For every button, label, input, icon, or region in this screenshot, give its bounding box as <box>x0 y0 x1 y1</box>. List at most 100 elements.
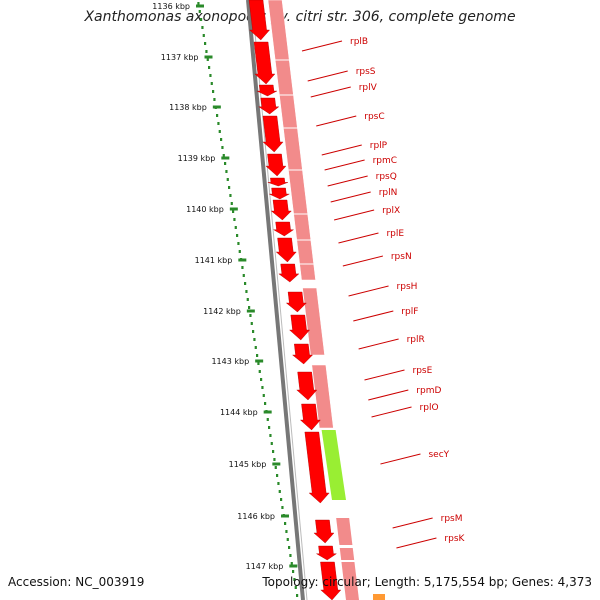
scale-dot <box>262 394 265 397</box>
scale-dot <box>236 234 239 237</box>
gene-leader <box>327 175 368 187</box>
next-gene-mark <box>373 594 385 600</box>
scale-dot <box>204 42 207 45</box>
scale-dot <box>197 2 200 5</box>
scale-dot <box>261 386 264 389</box>
gene-leader <box>338 232 379 244</box>
scale-dot <box>276 474 279 477</box>
gene-label-rplV: rplV <box>359 83 378 93</box>
gene-arrow <box>262 115 284 153</box>
scale-dot <box>284 522 287 525</box>
gene-label-rplP: rplP <box>370 141 388 151</box>
scale-dot <box>244 282 247 285</box>
scale-dot <box>212 90 215 93</box>
gene-label-rplE: rplE <box>386 229 404 239</box>
gene-arrows <box>248 0 342 600</box>
scale-dot <box>278 490 281 493</box>
kbp-tick <box>281 514 289 518</box>
scale-dot <box>205 50 208 53</box>
scale-dot <box>292 570 295 573</box>
scale-dot <box>285 530 288 533</box>
scale-dot <box>274 466 277 469</box>
scale-dot <box>248 306 251 309</box>
gene-leader <box>371 406 412 418</box>
kbp-tick <box>246 309 255 313</box>
kbp-tick-label: 1138 kbp <box>169 103 207 112</box>
secY-band <box>321 430 346 500</box>
accession-text: Accession: NC_003919 <box>8 575 145 589</box>
scale-dot <box>228 186 231 189</box>
gene-leader <box>307 70 348 82</box>
scale-dot <box>213 98 216 101</box>
scale-dot <box>226 178 229 181</box>
scale-dot <box>198 10 201 13</box>
scale-dot <box>202 34 205 37</box>
scale-dot <box>281 506 284 509</box>
kbp-tick <box>212 105 221 109</box>
gene-label-rplB: rplB <box>350 37 368 47</box>
scale-dot <box>272 450 275 453</box>
gene-label-rpsC: rpsC <box>364 112 384 122</box>
gene-leader <box>330 191 371 203</box>
gene-band <box>302 287 325 356</box>
kbp-tick-label: 1142 kbp <box>203 307 241 316</box>
kbp-tick <box>255 359 264 363</box>
gene-arrow <box>292 343 314 365</box>
gene-band <box>336 518 353 545</box>
scale-dot <box>250 322 253 325</box>
gene-arrow <box>313 519 335 544</box>
gene-labels: rplB rpsS rplV rpsC rplP rpmC rpsQ rplN rplX rplE… <box>301 37 466 549</box>
scale-dot <box>218 130 221 133</box>
gene-arrow <box>256 84 278 97</box>
scale-dot <box>288 546 291 549</box>
scale-dot <box>260 378 263 381</box>
gene-label-rpmC: rpmC <box>373 156 397 166</box>
gene-label-rpsQ: rpsQ <box>376 172 397 182</box>
gene-label-rplN: rplN <box>379 188 398 198</box>
gene-leader <box>364 369 405 381</box>
gene-label-rplF: rplF <box>401 307 418 317</box>
gene-leader <box>358 338 399 350</box>
kbp-tick-label: 1147 kbp <box>246 562 284 571</box>
gene-arrow <box>315 545 338 561</box>
gene-arrow <box>289 314 311 341</box>
gene-arrow <box>320 561 342 600</box>
map-title: Xanthomonas axonopodis pv. citri str. 30… <box>84 9 516 25</box>
gene-label-rplR: rplR <box>407 335 425 345</box>
gene-arrow <box>269 187 290 200</box>
gene-arrow <box>299 403 321 431</box>
kbp-tick-label: 1136 kbp <box>152 2 190 11</box>
scale-dot <box>253 338 256 341</box>
gene-leader <box>392 517 433 529</box>
kbp-tick <box>196 4 204 8</box>
scale-dot <box>208 66 211 69</box>
backbone-line <box>246 0 305 600</box>
gene-leader <box>324 159 365 171</box>
scale-dot <box>216 114 219 117</box>
scale-dot <box>234 226 237 229</box>
gene-arrow <box>285 291 307 313</box>
kbp-tick <box>263 410 272 414</box>
gene-arrow <box>253 41 276 85</box>
gene-arrow <box>267 177 288 187</box>
gene-band <box>311 364 334 429</box>
gene-label-rpsM: rpsM <box>441 514 463 524</box>
gene-label-rpsN: rpsN <box>391 252 412 262</box>
scale-dot <box>220 138 223 141</box>
scale-dot <box>206 58 209 61</box>
gene-band <box>267 0 316 281</box>
scale-dot <box>289 554 292 557</box>
scale-dot <box>210 82 213 85</box>
gene-leader <box>333 209 375 221</box>
gene-leader <box>396 537 437 549</box>
scale-dot <box>254 346 257 349</box>
scale-dot <box>270 442 273 445</box>
gene-arrow <box>248 0 271 41</box>
gene-arrow <box>275 237 297 263</box>
scale-dot <box>229 194 232 197</box>
scale-dot <box>221 146 224 149</box>
gene-label-rplO: rplO <box>420 403 439 413</box>
scale-dot <box>241 266 244 269</box>
kbp-tick <box>289 564 298 568</box>
